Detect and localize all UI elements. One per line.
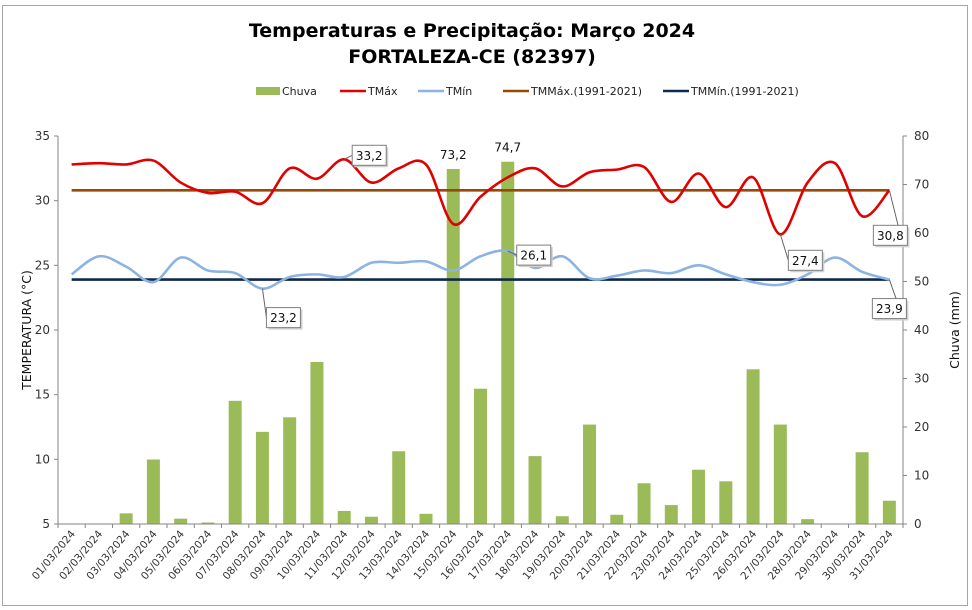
label-leader-line xyxy=(261,288,267,318)
label-box xyxy=(871,298,907,320)
y-tick-label: 35 xyxy=(35,129,50,143)
line-data-label: 33,2 xyxy=(356,149,383,163)
rain-bar xyxy=(201,522,215,524)
bar-data-label: 73,2 xyxy=(440,148,467,162)
rain-bar xyxy=(364,516,378,524)
rain-bar xyxy=(283,417,297,524)
legend-swatch-rain xyxy=(256,87,280,95)
rain-bars xyxy=(119,161,896,525)
y2-tick-label: 0 xyxy=(914,517,922,531)
y2-tick-label: 30 xyxy=(914,372,929,386)
label-box xyxy=(787,249,823,271)
rain-bar xyxy=(637,483,651,524)
legend: Chuva TMáx TMín TMMáx.(1991-2021) TMMín.(199… xyxy=(256,85,799,98)
rain-bar xyxy=(419,513,433,524)
legend-label: TMMín.(1991-2021) xyxy=(690,85,799,98)
rain-bar xyxy=(692,469,706,524)
y-tick-label: 25 xyxy=(35,258,50,272)
label-box xyxy=(872,224,908,246)
legend-label: TMMáx.(1991-2021) xyxy=(530,85,642,98)
y2-axis-title: Chuva (mm) xyxy=(947,291,962,369)
label-leader-line xyxy=(507,250,517,256)
y2-tick-label: 20 xyxy=(914,420,929,434)
rain-bar xyxy=(855,452,869,524)
rain-bar xyxy=(555,516,569,524)
y-tick-label: 15 xyxy=(35,388,50,402)
legend-label: TMáx xyxy=(367,85,398,98)
y-tick-label: 5 xyxy=(42,517,50,531)
rain-bar xyxy=(501,161,515,524)
rain-bar xyxy=(446,168,460,525)
temperature-lines xyxy=(70,157,891,290)
legend-label: Chuva xyxy=(282,85,317,98)
line-data-label: 27,4 xyxy=(792,254,819,268)
line-data-label: 26,1 xyxy=(520,249,547,263)
y-axis-title: TEMPERATURA (°C) xyxy=(19,270,34,391)
rain-bar xyxy=(773,424,787,524)
y2-tick-label: 60 xyxy=(914,226,929,240)
rain-bar xyxy=(664,505,678,524)
y-tick-label: 30 xyxy=(35,194,50,208)
rain-bar xyxy=(146,459,160,524)
rain-bar xyxy=(337,510,351,524)
y2-tick-label: 50 xyxy=(914,275,929,289)
label-box xyxy=(351,144,387,166)
line-data-label: 23,2 xyxy=(270,311,297,325)
y-tick-label: 10 xyxy=(35,452,50,466)
rain-bar xyxy=(310,362,324,524)
data-labels: 73,2 74,7 33,2 27,4 30,8 23,2 26,1 23,9 xyxy=(261,141,910,330)
rain-bar xyxy=(610,514,624,524)
label-box xyxy=(516,244,552,266)
y2-tick-label: 80 xyxy=(914,129,929,143)
rain-bar xyxy=(528,456,542,524)
rain-bar xyxy=(392,451,406,524)
line-data-label: 23,9 xyxy=(876,302,903,316)
bar-data-label: 74,7 xyxy=(494,141,521,155)
y2-tick-label: 10 xyxy=(914,469,929,483)
rain-bar xyxy=(174,518,188,524)
chart-subtitle: FORTALEZA-CE (82397) xyxy=(348,46,596,68)
tmin-line xyxy=(70,249,890,290)
tmax-line xyxy=(71,157,891,236)
rain-bar xyxy=(746,369,760,524)
rain-bar xyxy=(801,519,815,524)
label-leader-line xyxy=(343,154,353,160)
rain-bar xyxy=(583,424,597,524)
rain-bar xyxy=(255,431,269,524)
rain-bar xyxy=(474,388,487,524)
line-data-label: 30,8 xyxy=(877,229,904,243)
y-tick-label: 20 xyxy=(35,323,50,337)
y2-tick-label: 40 xyxy=(914,323,929,337)
label-leader-line xyxy=(779,234,789,261)
rain-bar xyxy=(882,500,896,524)
rain-bar xyxy=(719,481,733,524)
legend-label: TMín xyxy=(445,85,472,98)
rain-bar xyxy=(228,400,242,524)
y2-tick-label: 70 xyxy=(914,178,929,192)
rain-bar xyxy=(119,513,133,524)
chart-title: Temperaturas e Precipitação: Março 2024 xyxy=(249,20,695,42)
label-box xyxy=(265,307,301,329)
